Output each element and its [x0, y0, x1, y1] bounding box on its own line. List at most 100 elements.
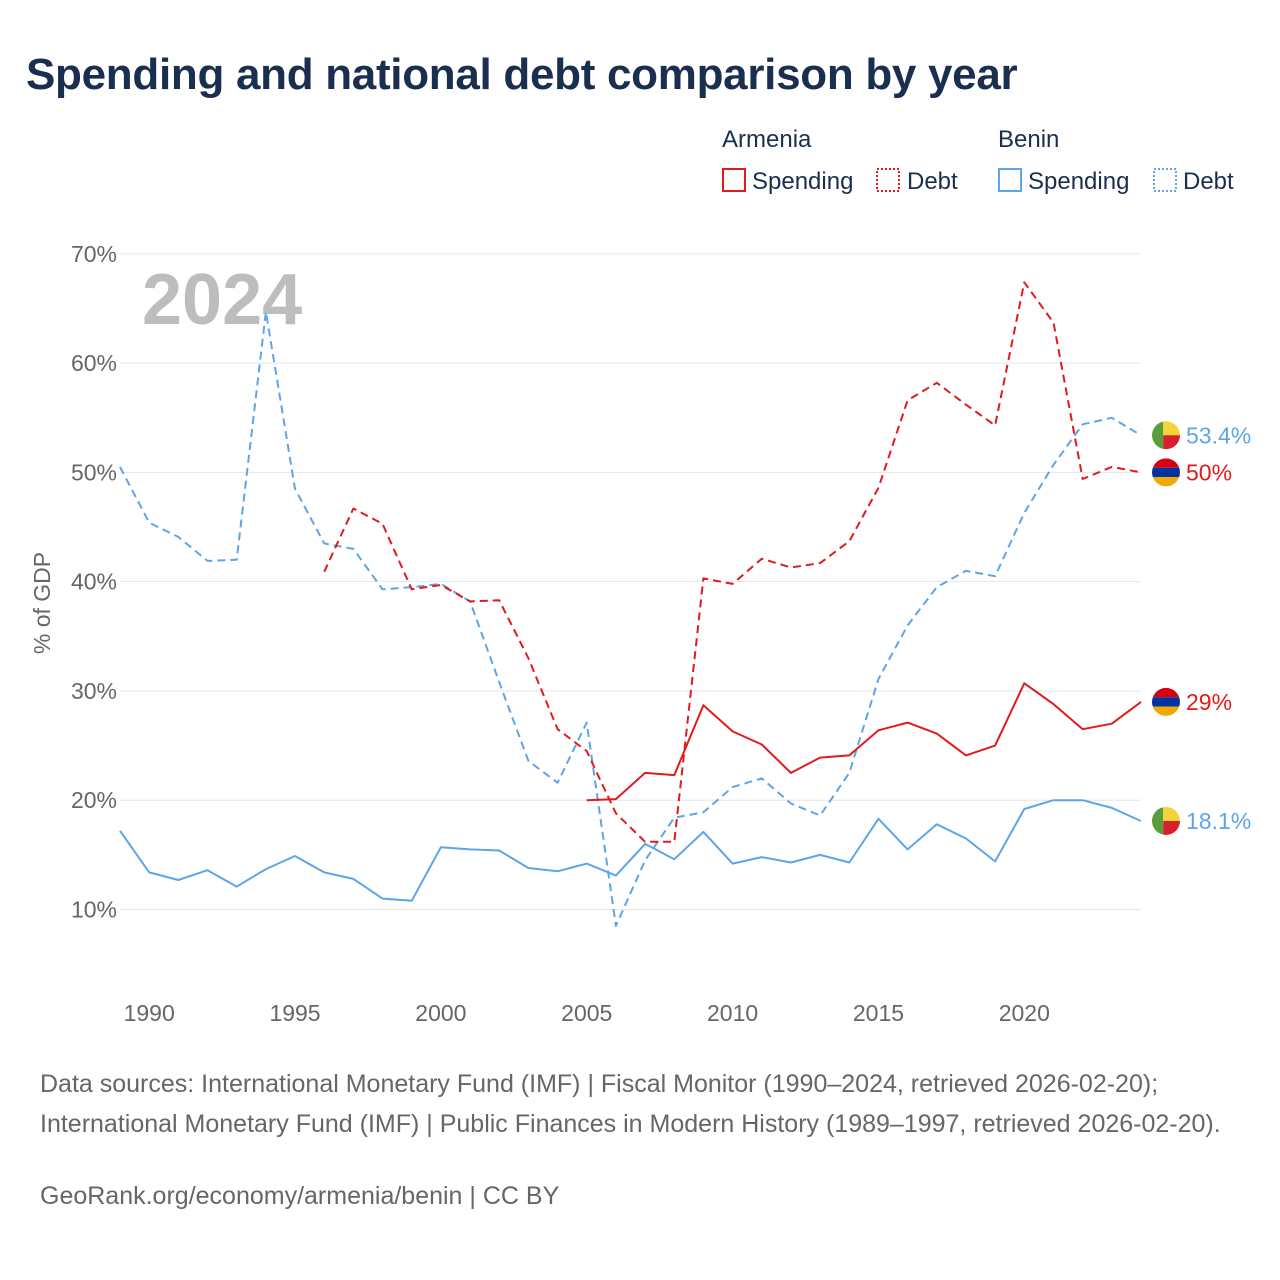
data-point-armenia-spending[interactable] [817, 755, 823, 761]
data-point-benin-debt[interactable] [934, 584, 940, 590]
data-point-armenia-spending[interactable] [642, 770, 648, 776]
data-point-armenia-debt[interactable] [846, 538, 852, 544]
data-point-armenia-debt[interactable] [905, 397, 911, 403]
legend-armenia-debt-label[interactable]: Debt [907, 168, 958, 195]
data-point-armenia-debt[interactable] [963, 402, 969, 408]
legend-benin-spending-label[interactable]: Spending [1028, 168, 1129, 195]
data-point-armenia-debt[interactable] [350, 505, 356, 511]
series-line-benin-spending[interactable] [119, 799, 1142, 902]
data-point-benin-spending[interactable] [846, 860, 852, 866]
data-point-benin-spending[interactable] [555, 868, 561, 874]
data-point-benin-spending[interactable] [963, 835, 969, 841]
series-line-armenia-spending[interactable] [586, 682, 1142, 802]
data-point-benin-spending[interactable] [788, 860, 794, 866]
data-point-benin-spending[interactable] [205, 867, 211, 873]
data-point-benin-debt[interactable] [642, 857, 648, 863]
data-point-armenia-spending[interactable] [671, 772, 677, 778]
data-point-armenia-debt[interactable] [321, 569, 327, 575]
data-point-armenia-spending[interactable] [1050, 701, 1056, 707]
data-point-armenia-debt[interactable] [467, 598, 473, 604]
data-point-armenia-debt[interactable] [730, 581, 736, 587]
data-point-armenia-spending[interactable] [875, 727, 881, 733]
data-point-benin-spending[interactable] [584, 861, 590, 867]
data-point-benin-debt[interactable] [496, 679, 502, 685]
data-point-armenia-debt[interactable] [409, 586, 415, 592]
data-point-benin-debt[interactable] [817, 813, 823, 819]
data-point-armenia-debt[interactable] [584, 748, 590, 754]
data-point-armenia-debt[interactable] [642, 839, 648, 845]
data-point-benin-debt[interactable] [1021, 510, 1027, 516]
data-point-benin-debt[interactable] [1080, 421, 1086, 427]
data-point-benin-spending[interactable] [409, 898, 415, 904]
data-point-benin-spending[interactable] [671, 856, 677, 862]
data-point-armenia-spending[interactable] [584, 797, 590, 803]
data-point-benin-spending[interactable] [817, 852, 823, 858]
data-point-armenia-debt[interactable] [700, 575, 706, 581]
data-point-armenia-spending[interactable] [905, 720, 911, 726]
data-point-armenia-debt[interactable] [671, 839, 677, 845]
data-point-armenia-spending[interactable] [846, 752, 852, 758]
legend-armenia-spending-label[interactable]: Spending [752, 168, 853, 195]
data-point-armenia-debt[interactable] [817, 560, 823, 566]
data-point-benin-spending[interactable] [992, 858, 998, 864]
data-point-benin-debt[interactable] [117, 464, 123, 470]
data-point-benin-debt[interactable] [700, 809, 706, 815]
data-point-armenia-spending[interactable] [700, 702, 706, 708]
data-point-armenia-debt[interactable] [1050, 320, 1056, 326]
data-point-armenia-debt[interactable] [992, 422, 998, 428]
data-point-benin-spending[interactable] [1080, 797, 1086, 803]
data-point-benin-debt[interactable] [963, 568, 969, 574]
data-point-benin-spending[interactable] [350, 876, 356, 882]
data-point-benin-debt[interactable] [875, 676, 881, 682]
data-point-armenia-spending[interactable] [934, 731, 940, 737]
data-point-benin-debt[interactable] [759, 775, 765, 781]
data-point-benin-debt[interactable] [380, 586, 386, 592]
data-point-benin-spending[interactable] [1138, 818, 1144, 824]
data-point-benin-debt[interactable] [292, 486, 298, 492]
data-point-benin-debt[interactable] [175, 534, 181, 540]
data-point-benin-spending[interactable] [263, 866, 269, 872]
data-point-benin-spending[interactable] [467, 846, 473, 852]
series-line-armenia-debt[interactable] [323, 281, 1142, 843]
data-point-benin-debt[interactable] [613, 923, 619, 929]
data-point-armenia-debt[interactable] [525, 655, 531, 661]
data-point-benin-debt[interactable] [584, 720, 590, 726]
series-line-benin-debt[interactable] [119, 310, 1142, 927]
data-point-benin-spending[interactable] [292, 853, 298, 859]
data-point-benin-debt[interactable] [205, 558, 211, 564]
data-point-armenia-debt[interactable] [934, 380, 940, 386]
data-point-benin-spending[interactable] [234, 884, 240, 890]
data-point-benin-spending[interactable] [146, 869, 152, 875]
data-point-benin-debt[interactable] [730, 784, 736, 790]
data-point-armenia-spending[interactable] [1080, 726, 1086, 732]
data-point-benin-debt[interactable] [846, 770, 852, 776]
data-point-armenia-debt[interactable] [438, 582, 444, 588]
data-point-benin-spending[interactable] [1021, 806, 1027, 812]
data-point-benin-spending[interactable] [175, 877, 181, 883]
data-point-armenia-debt[interactable] [613, 810, 619, 816]
data-point-benin-spending[interactable] [700, 829, 706, 835]
data-point-armenia-debt[interactable] [1109, 464, 1115, 470]
data-point-armenia-debt[interactable] [875, 485, 881, 491]
data-point-benin-spending[interactable] [1109, 805, 1115, 811]
data-point-armenia-debt[interactable] [1138, 469, 1144, 475]
data-point-benin-spending[interactable] [730, 861, 736, 867]
data-point-benin-spending[interactable] [321, 869, 327, 875]
data-point-armenia-spending[interactable] [1021, 680, 1027, 686]
data-point-benin-spending[interactable] [905, 846, 911, 852]
data-point-benin-debt[interactable] [992, 573, 998, 579]
data-point-benin-spending[interactable] [525, 865, 531, 871]
data-point-benin-debt[interactable] [1050, 462, 1056, 468]
data-point-benin-debt[interactable] [525, 758, 531, 764]
data-point-armenia-spending[interactable] [1138, 699, 1144, 705]
data-point-benin-spending[interactable] [1050, 797, 1056, 803]
data-point-armenia-spending[interactable] [613, 796, 619, 802]
data-point-benin-spending[interactable] [934, 821, 940, 827]
data-point-armenia-debt[interactable] [759, 556, 765, 562]
data-point-benin-debt[interactable] [905, 622, 911, 628]
data-point-armenia-spending[interactable] [788, 770, 794, 776]
data-point-benin-debt[interactable] [146, 520, 152, 526]
data-point-benin-spending[interactable] [613, 873, 619, 879]
data-point-armenia-spending[interactable] [759, 742, 765, 748]
data-point-armenia-spending[interactable] [963, 752, 969, 758]
